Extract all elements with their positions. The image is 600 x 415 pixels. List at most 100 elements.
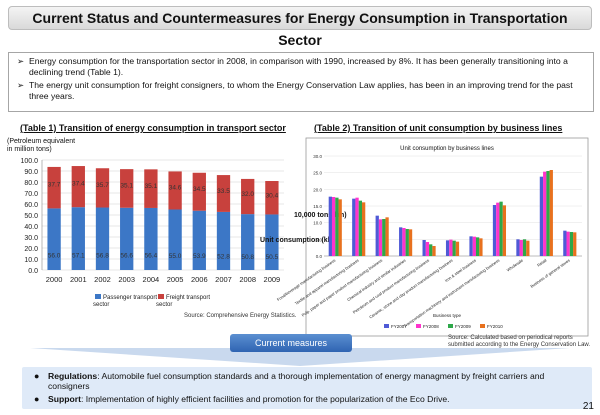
bar (429, 244, 433, 256)
bar (355, 197, 359, 256)
table2-heading: (Table 2) Transition of unit consumption… (314, 123, 563, 133)
data-label: 35.1 (120, 183, 133, 190)
bar-segment (95, 207, 110, 270)
bar (382, 219, 386, 256)
legend-label: Passenger transport (103, 295, 157, 301)
page-title-bar: Current Status and Countermeasures for E… (8, 6, 592, 48)
bar (496, 202, 500, 256)
data-label: 56.4 (145, 252, 158, 259)
legend-label: Freight transport (166, 295, 210, 301)
bar-segment (144, 169, 158, 208)
y-tick-label: 10.0 (24, 257, 38, 264)
page-title: Current Status and Countermeasures for E… (32, 10, 568, 48)
legend-swatch (480, 324, 485, 328)
summary-bullet: ➢ The energy unit consumption for freigh… (17, 80, 585, 102)
bar (425, 242, 430, 256)
legend-label: FY2009 (455, 324, 471, 329)
bar-segment (71, 166, 85, 208)
measure-item: ● Support: Implementation of highly effi… (34, 394, 579, 404)
bar (522, 239, 527, 256)
data-label: 33.5 (217, 188, 230, 195)
bar (375, 215, 379, 256)
legend-swatch (416, 324, 421, 328)
measure-text: : Implementation of highly efficient fac… (80, 394, 450, 404)
y-tick-label: 20.0 (313, 187, 322, 192)
page-number: 21 (582, 401, 594, 412)
bar (563, 230, 567, 256)
summary-bullet: ➢ Energy consumption for the transportat… (17, 56, 585, 78)
arrow-bullet-icon: ➢ (17, 56, 25, 66)
bar (492, 205, 497, 256)
legend-label: FY2007 (391, 324, 407, 329)
data-label: 34.5 (193, 186, 206, 193)
bar (402, 228, 406, 256)
data-label: 53.9 (193, 253, 206, 260)
bar (479, 238, 483, 256)
data-label: 50.8 (241, 254, 254, 261)
bar (469, 236, 473, 256)
bar-segment (265, 181, 279, 215)
bar (573, 232, 577, 256)
bar-segment (168, 171, 182, 210)
data-label: 35.7 (96, 182, 109, 189)
summary-text-2: The energy unit consumption for freight … (29, 80, 573, 101)
data-label: 52.8 (217, 253, 230, 260)
bar (543, 171, 547, 256)
y-tick-label: 90.0 (24, 169, 38, 176)
legend-label: FY2010 (487, 324, 503, 329)
bullet-dot-icon: ● (34, 371, 40, 381)
x-axis-label: Business type (433, 313, 462, 318)
data-label: 37.4 (72, 181, 85, 188)
summary-text-1: Energy consumption for the transportatio… (29, 56, 568, 77)
bar (546, 171, 550, 256)
bar-segment (192, 172, 206, 211)
current-measures-label: Current measures (230, 334, 352, 352)
bar (378, 219, 383, 256)
bar (475, 237, 480, 256)
data-label: 57.1 (72, 252, 85, 259)
bar (472, 236, 476, 256)
y-tick-label: 40.0 (24, 224, 38, 231)
arrow-bullet-icon: ➢ (17, 80, 25, 90)
y-tick-label: 0.0 (28, 268, 38, 275)
bar (449, 239, 453, 256)
data-label: 56.0 (48, 253, 61, 260)
bar-segment (120, 169, 134, 208)
x-tick-label: 2001 (70, 275, 87, 284)
legend-swatch (448, 324, 453, 328)
bar (432, 246, 436, 256)
bar (408, 229, 413, 256)
bar (539, 176, 544, 256)
bar (335, 197, 339, 256)
bullet-dot-icon: ● (34, 394, 40, 404)
bar (328, 196, 332, 256)
y-tick-label: 15.0 (313, 204, 322, 209)
summary-box: ➢ Energy consumption for the transportat… (8, 52, 594, 112)
x-tick-label: 2004 (143, 275, 160, 284)
energy-consumption-chart: 0.0 10.0 20.0 30.0 40.0 50.0 60.0 70.0 80.0 90.0 1… (20, 158, 297, 319)
x-tick-label: 2006 (191, 275, 208, 284)
chart-title: Unit consumption by business lines (400, 146, 494, 152)
y-axis-label: 10,000 tons/km) (294, 212, 347, 219)
bar (385, 217, 389, 256)
data-label: 37.7 (48, 182, 61, 189)
y-tick-label: 20.0 (24, 246, 38, 253)
table2-source: Source: Calculated based on periodical r… (448, 335, 591, 348)
x-tick-label: 2000 (46, 275, 63, 284)
y-tick-label: 30.0 (24, 235, 38, 242)
bar-segment (144, 207, 158, 270)
y-tick-label: 5.0 (316, 237, 323, 242)
x-tick-label: 2002 (94, 275, 111, 284)
bar (399, 227, 403, 256)
x-tick-label: 2009 (264, 275, 281, 284)
bar (502, 205, 507, 256)
legend-label: sector (156, 302, 172, 308)
x-tick-label: 2008 (239, 275, 256, 284)
bar-segment (47, 208, 61, 270)
x-tick-label: 2003 (118, 275, 135, 284)
chart-source: Source: Comprehensive Energy Statistics. (184, 313, 297, 319)
y-tick-label: 25.0 (313, 171, 322, 176)
data-label: 34.6 (169, 185, 182, 192)
bar-segment (95, 168, 110, 208)
bar (519, 240, 523, 256)
